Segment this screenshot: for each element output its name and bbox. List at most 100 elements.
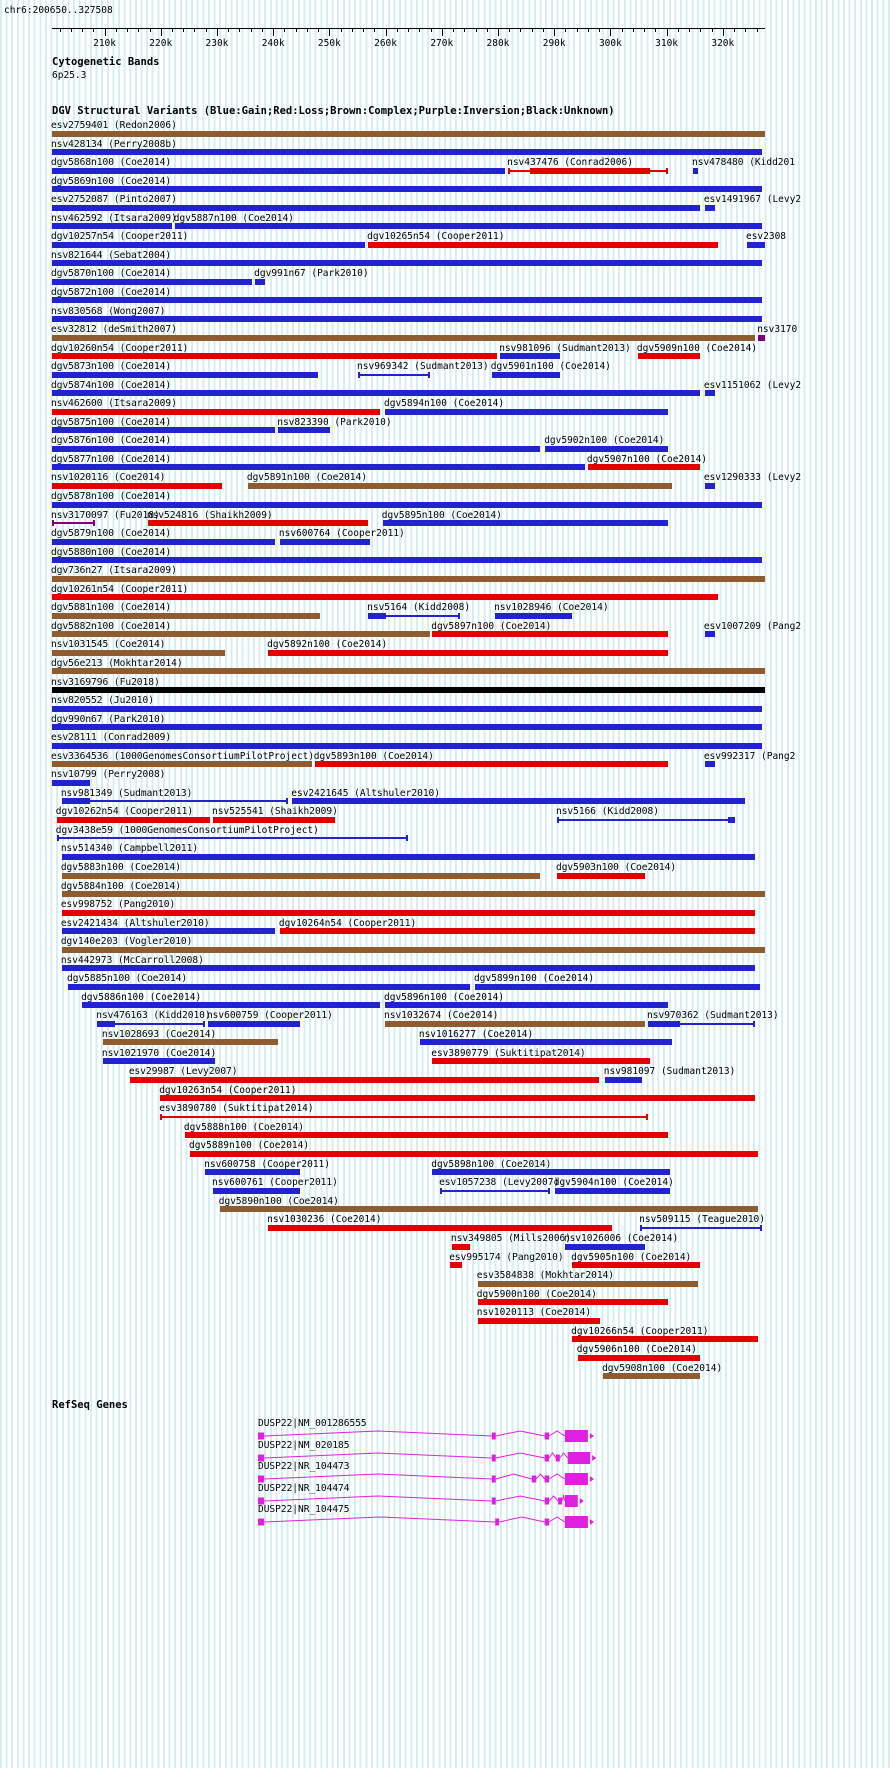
gene-model[interactable]: [0, 1493, 890, 1509]
variant-bar[interactable]: [52, 371, 319, 378]
variant-label[interactable]: dgv5882n100 (Coe2014): [51, 620, 172, 632]
variant-label[interactable]: dgv5889n100 (Coe2014): [188, 1140, 310, 1152]
variant-bar[interactable]: [572, 1262, 700, 1269]
variant-label[interactable]: nsv428134 (Perry2008b): [51, 138, 177, 150]
variant-label[interactable]: nsv1021970 (Coe2014): [101, 1047, 217, 1059]
variant-label[interactable]: nsv1028946 (Coe2014): [494, 602, 609, 614]
variant-bar[interactable]: [477, 1317, 600, 1324]
variant-bar[interactable]: [52, 557, 762, 564]
variant-bar[interactable]: [52, 334, 756, 341]
variant-label[interactable]: nsv1016277 (Coe2014): [418, 1028, 534, 1040]
variant-label[interactable]: dgv5909n100 (Coe2014): [636, 342, 758, 354]
variant-bar[interactable]: [213, 816, 335, 823]
variant-label[interactable]: nsv349805 (Mills2006): [450, 1233, 571, 1244]
variant-label[interactable]: esv1007209 (Pang2: [703, 620, 802, 632]
variant-bar[interactable]: [451, 1243, 470, 1250]
variant-bar[interactable]: [368, 241, 718, 248]
variant-bar[interactable]: [184, 1132, 668, 1139]
variant-label[interactable]: nsv830568 (Wong2007): [51, 305, 166, 317]
variant-bar[interactable]: [500, 353, 560, 360]
variant-bar[interactable]: [52, 649, 225, 656]
variant-range-line[interactable]: [556, 818, 736, 821]
variant-label[interactable]: dgv5906n100 (Coe2014): [576, 1344, 697, 1356]
variant-bar[interactable]: [432, 631, 668, 638]
variant-label[interactable]: nsv600758 (Cooper2011): [204, 1158, 330, 1170]
variant-label[interactable]: dgv5888n100 (Coe2014): [183, 1121, 305, 1133]
variant-bar[interactable]: [102, 1058, 216, 1064]
variant-label[interactable]: esv1057238 (Levy2007): [439, 1177, 560, 1189]
variant-bar[interactable]: [52, 186, 762, 193]
variant-label[interactable]: nsv3169796 (Fu2018): [51, 676, 160, 688]
variant-bar[interactable]: [648, 1020, 681, 1027]
variant-label[interactable]: nsv437476 (Conrad2006): [507, 157, 633, 169]
variant-bar[interactable]: [52, 464, 586, 471]
variant-range-line[interactable]: [648, 1022, 755, 1025]
variant-bar[interactable]: [530, 167, 650, 174]
variant-bar[interactable]: [704, 631, 715, 638]
variant-bar[interactable]: [255, 278, 266, 285]
variant-bar[interactable]: [279, 928, 755, 935]
variant-label[interactable]: dgv5886n100 (Coe2014): [81, 991, 202, 1003]
variant-label[interactable]: esv32812 (deSmith2007): [51, 324, 177, 336]
variant-bar[interactable]: [61, 909, 755, 916]
variant-label[interactable]: dgv5902n100 (Coe2014): [544, 435, 665, 447]
variant-label[interactable]: dgv5890n100 (Coe2014): [218, 1195, 339, 1207]
variant-range-line[interactable]: [640, 1226, 762, 1229]
variant-label[interactable]: dgv5901n100 (Coe2014): [490, 361, 611, 373]
variant-range-line[interactable]: [97, 1022, 206, 1025]
variant-bar[interactable]: [52, 390, 700, 397]
gene-label[interactable]: DUSP22|NM_001286555: [257, 1418, 367, 1429]
variant-label[interactable]: dgv10262n54 (Cooper2011): [55, 806, 194, 818]
variant-bar[interactable]: [419, 1039, 673, 1046]
variant-bar[interactable]: [61, 965, 755, 972]
variant-label[interactable]: esv992317 (Pang2: [703, 750, 796, 762]
variant-label[interactable]: nsv1032674 (Coe2014): [384, 1010, 499, 1022]
variant-label[interactable]: esv3584838 (Mokhtar2014): [476, 1270, 615, 1282]
variant-label[interactable]: dgv5895n100 (Coe2014): [381, 509, 502, 521]
variant-bar[interactable]: [52, 260, 762, 267]
variant-label[interactable]: dgv5892n100 (Coe2014): [267, 639, 388, 651]
variant-label[interactable]: nsv1030236 (Coe2014): [267, 1214, 382, 1226]
variant-bar[interactable]: [587, 464, 700, 471]
variant-bar[interactable]: [52, 668, 765, 675]
variant-range-line[interactable]: [160, 1115, 649, 1118]
variant-bar[interactable]: [52, 278, 252, 285]
variant-bar[interactable]: [61, 946, 765, 953]
variant-bar[interactable]: [477, 1299, 668, 1306]
variant-label[interactable]: dgv5877n100 (Coe2014): [51, 453, 172, 465]
variant-bar[interactable]: [758, 334, 765, 341]
variant-label[interactable]: nsv969342 (Sudmant2013): [357, 361, 489, 373]
variant-label[interactable]: nsv524816 (Shaikh2009): [146, 509, 273, 521]
variant-bar[interactable]: [52, 427, 275, 434]
variant-bar[interactable]: [129, 1076, 600, 1083]
variant-bar[interactable]: [556, 872, 646, 879]
variant-label[interactable]: esv995174 (Pang2010): [449, 1251, 564, 1263]
variant-label[interactable]: dgv5883n100 (Coe2014): [60, 862, 181, 873]
variant-label[interactable]: dgv5894n100 (Coe2014): [384, 398, 505, 410]
variant-label[interactable]: esv998752 (Pang2010): [60, 899, 176, 911]
variant-label[interactable]: dgv5899n100 (Coe2014): [473, 973, 595, 985]
variant-bar[interactable]: [603, 1373, 700, 1380]
variant-label[interactable]: dgv5878n100 (Coe2014): [51, 491, 172, 502]
variant-bar[interactable]: [564, 1243, 646, 1250]
variant-label[interactable]: dgv5870n100 (Coe2014): [51, 268, 172, 280]
variant-bar[interactable]: [61, 853, 755, 860]
variant-bar[interactable]: [61, 928, 275, 935]
variant-bar[interactable]: [477, 1280, 699, 1287]
variant-bar[interactable]: [572, 1336, 759, 1343]
variant-label[interactable]: nsv1020113 (Coe2014): [476, 1307, 592, 1319]
variant-label[interactable]: dgv10263n54 (Cooper2011): [159, 1084, 297, 1096]
variant-bar[interactable]: [577, 1354, 700, 1361]
variant-label[interactable]: nsv820552 (Ju2010): [51, 695, 154, 707]
variant-label[interactable]: nsv981096 (Sudmant2013): [499, 342, 631, 354]
gene-model[interactable]: [0, 1471, 890, 1487]
variant-label[interactable]: nsv1031545 (Coe2014): [51, 639, 166, 651]
variant-bar[interactable]: [746, 241, 765, 248]
variant-bar[interactable]: [52, 241, 365, 248]
variant-bar[interactable]: [604, 1076, 642, 1083]
variant-label[interactable]: nsv823390 (Park2010): [277, 416, 392, 428]
variant-label[interactable]: dgv5884n100 (Coe2014): [60, 880, 181, 892]
variant-bar[interactable]: [189, 1150, 759, 1157]
variant-bar[interactable]: [52, 316, 762, 322]
variant-label[interactable]: nsv1026006 (Coe2014): [563, 1233, 679, 1244]
